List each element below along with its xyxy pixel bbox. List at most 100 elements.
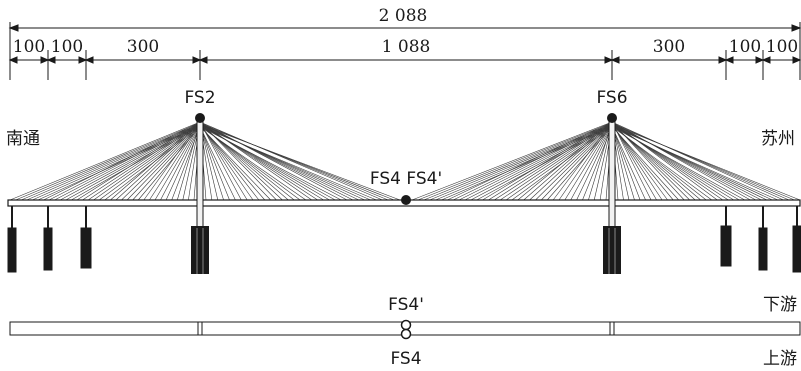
stay-cable — [611, 121, 652, 201]
stay-cable — [611, 122, 790, 201]
stay-cable — [165, 125, 201, 201]
stay-cable — [199, 124, 401, 201]
stay-cable — [143, 121, 201, 201]
plan-node-lower — [400, 328, 412, 340]
stay-cable — [199, 126, 377, 201]
stay-cable — [611, 122, 757, 201]
stay-cable — [199, 126, 307, 201]
stay-cable — [199, 125, 230, 201]
stay-cable — [199, 122, 389, 201]
stay-cable — [570, 124, 613, 201]
stay-cable — [9, 121, 201, 201]
dim-side-left-2: 100 — [51, 37, 83, 57]
stay-cable — [126, 124, 201, 201]
stay-cable — [552, 121, 613, 201]
dimension-lines — [8, 22, 801, 80]
stay-cable — [15, 122, 201, 201]
stay-cable — [37, 126, 201, 201]
stay-cable — [76, 121, 201, 201]
stay-cable — [482, 121, 613, 201]
dim-side-right-2: 100 — [729, 37, 761, 57]
midspan-label: FS4 FS4' — [370, 169, 442, 189]
stay-cable — [177, 121, 201, 201]
stay-cable — [576, 125, 613, 201]
dim-main-span: 1 088 — [382, 37, 431, 57]
stay-cable — [611, 126, 779, 201]
stay-cable — [82, 122, 201, 201]
stay-cable — [529, 123, 613, 201]
stay-cable — [611, 124, 801, 201]
stay-cable — [65, 125, 201, 201]
stay-cable — [611, 125, 773, 201]
stay-cable — [26, 124, 201, 201]
stay-cable — [115, 122, 201, 201]
stay-cable — [611, 126, 712, 201]
stay-cable — [199, 123, 395, 201]
stay-cable — [199, 123, 254, 201]
stay-cable — [447, 121, 613, 201]
stay-cable — [199, 126, 236, 201]
stay-cable — [121, 123, 201, 201]
stay-cable — [441, 126, 613, 201]
tower-label-right: FS6 — [596, 88, 627, 108]
stay-cable — [517, 121, 613, 201]
plan-node-upper — [400, 319, 412, 331]
dim-total: 2 088 — [379, 6, 428, 26]
stay-cable — [494, 123, 613, 201]
stay-cable — [54, 123, 201, 201]
plan-label-bottom: FS4 — [390, 349, 421, 369]
stay-cable — [564, 123, 613, 201]
stay-cable — [110, 121, 201, 201]
stay-cable — [199, 125, 371, 201]
stay-cable — [523, 122, 613, 201]
stay-cable — [535, 124, 613, 201]
plan-view — [9, 319, 801, 340]
stay-cable — [429, 124, 613, 201]
tower-left — [191, 113, 209, 274]
stay-cable — [411, 121, 613, 201]
stay-cable — [149, 122, 201, 201]
stay-cable — [435, 125, 613, 201]
stay-cable — [199, 124, 224, 201]
stay-cable — [458, 123, 613, 201]
plan-right-bottom: 上游 — [763, 349, 797, 369]
stay-cable — [611, 121, 784, 201]
stay-cable — [32, 125, 201, 201]
stay-cable — [611, 125, 641, 201]
stay-cable — [199, 126, 342, 201]
plan-label-top: FS4' — [388, 295, 424, 315]
stay-cable — [453, 122, 613, 201]
stay-cable — [417, 122, 613, 201]
cables-left-tower — [9, 121, 401, 201]
dim-side-right-3: 100 — [766, 37, 798, 57]
tower-label-left: FS2 — [184, 88, 215, 108]
stay-cable — [199, 121, 242, 201]
stay-cable — [470, 125, 613, 201]
stay-cable — [611, 122, 657, 201]
stay-cable — [611, 123, 795, 201]
stay-cable — [21, 123, 201, 201]
stay-cable — [558, 122, 613, 201]
stay-cable — [199, 126, 271, 201]
stay-cable — [611, 124, 768, 201]
stay-cable — [48, 122, 201, 201]
stay-cable — [464, 124, 613, 201]
stay-cable — [611, 124, 635, 201]
stay-cable — [611, 126, 646, 201]
stay-cable — [60, 124, 201, 201]
stay-cable — [199, 122, 354, 201]
stay-cable — [611, 126, 679, 201]
city-left: 南通 — [6, 129, 40, 149]
stay-cable — [154, 123, 201, 201]
dim-side-right-1: 300 — [653, 37, 685, 57]
stay-cable — [611, 126, 745, 201]
tower-right — [603, 113, 621, 274]
stay-cable — [87, 123, 201, 201]
city-right: 苏州 — [761, 129, 795, 149]
cables-right-tower — [411, 121, 801, 201]
piers — [7, 206, 801, 273]
stay-cable — [160, 124, 201, 201]
plan-right-top: 下游 — [763, 295, 797, 315]
dim-side-left-3: 300 — [127, 37, 159, 57]
